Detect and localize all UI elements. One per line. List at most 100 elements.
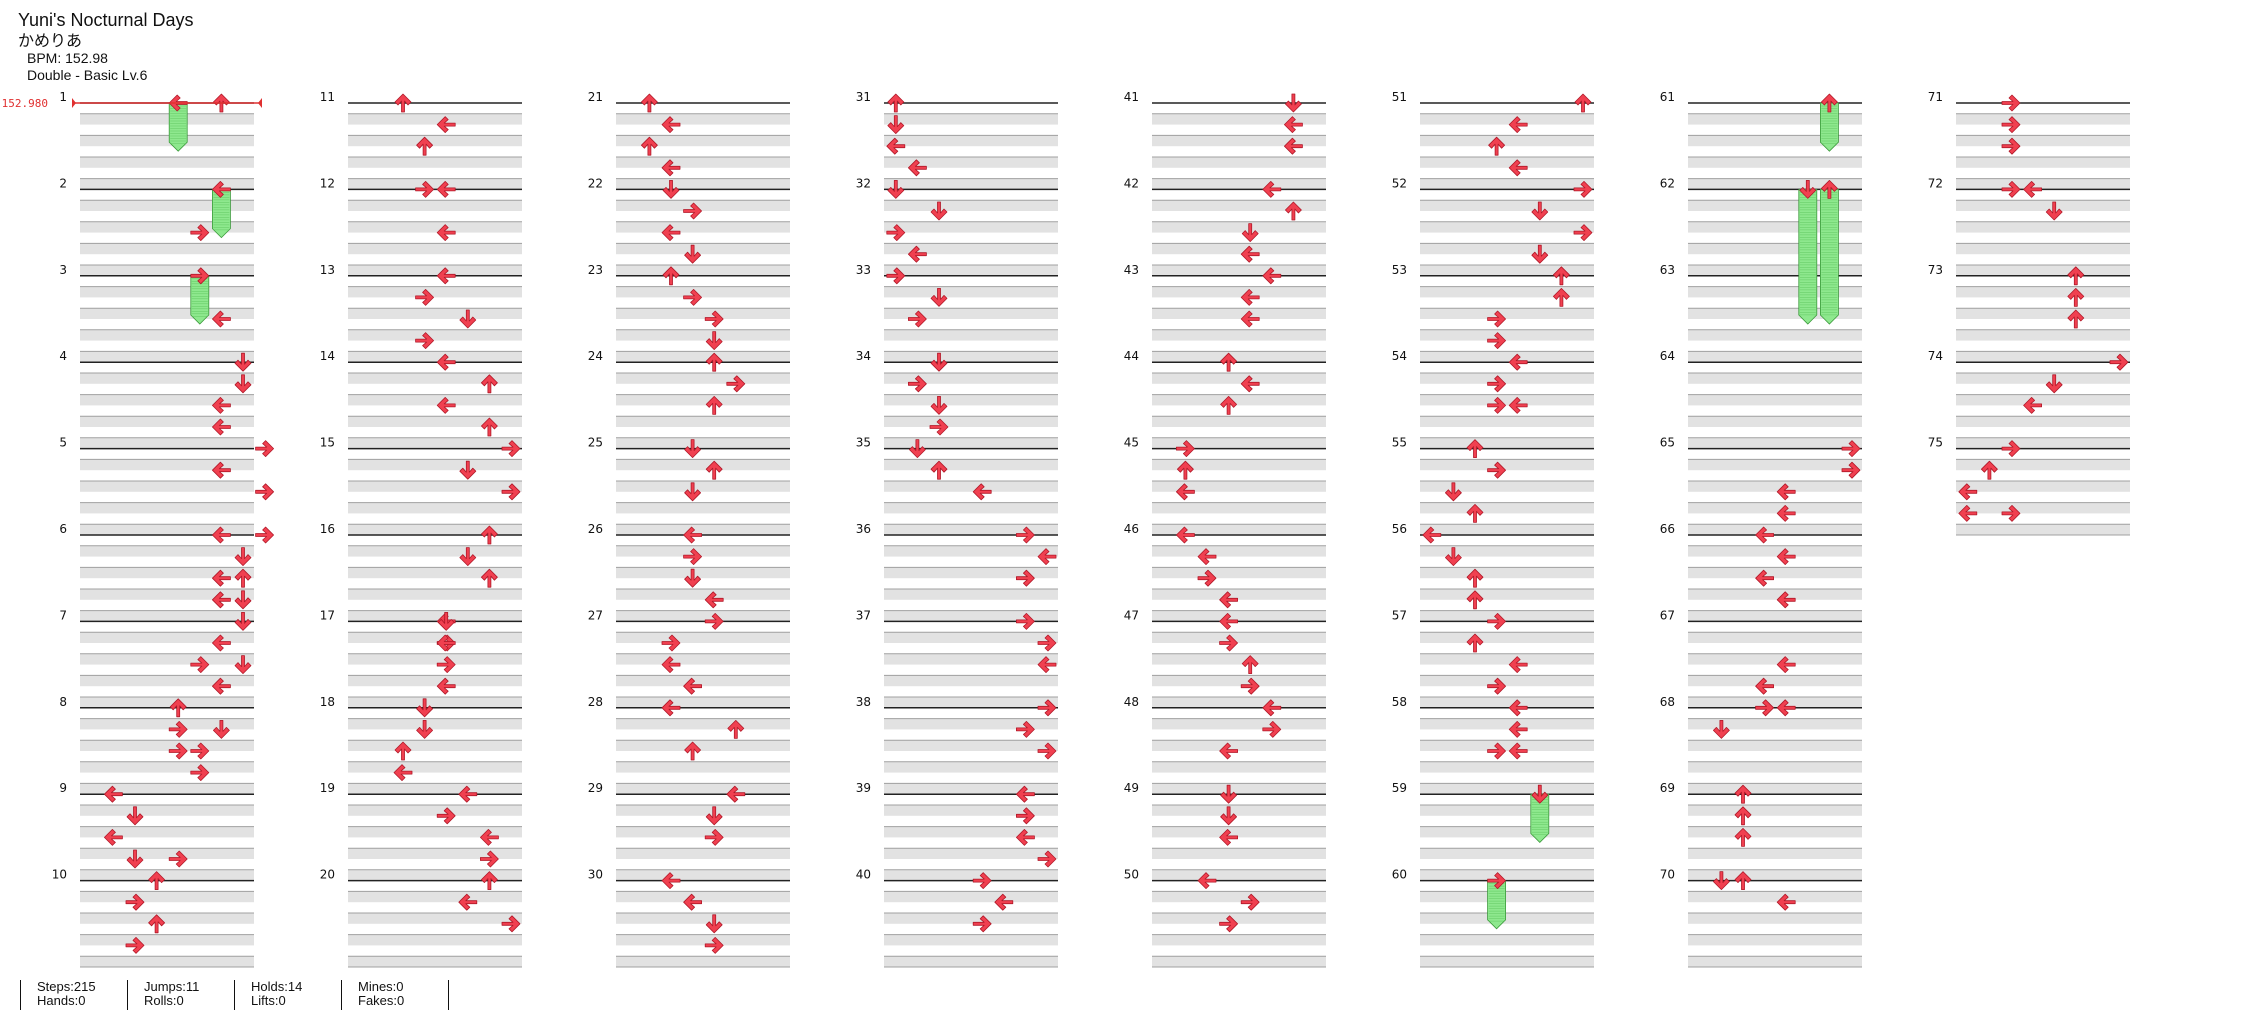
beat-band xyxy=(80,437,254,449)
beat-band xyxy=(348,589,522,600)
beat-band xyxy=(1688,783,1862,795)
arrow-l-icon xyxy=(661,159,681,177)
beat-band xyxy=(1420,481,1594,492)
lifts-count: Lifts:0 xyxy=(251,993,286,1008)
arrow-d-icon xyxy=(234,352,252,372)
arrow-u-icon xyxy=(1220,352,1237,372)
beat-band xyxy=(884,891,1058,903)
arrow-u-icon xyxy=(1734,784,1752,804)
beat-band xyxy=(884,761,1058,773)
beat-band xyxy=(1152,675,1326,687)
arrow-r-icon xyxy=(255,440,275,458)
measure-number: 41 xyxy=(1124,90,1139,104)
arrow-r-icon xyxy=(886,224,906,242)
beat-band xyxy=(616,956,790,967)
arrow-d-icon xyxy=(126,806,144,826)
beat-band xyxy=(884,697,1058,708)
arrow-r-icon xyxy=(2109,353,2129,371)
beat-band xyxy=(884,524,1058,535)
arrow-d-icon xyxy=(437,612,455,631)
beat-band xyxy=(1152,329,1326,341)
beat-band xyxy=(616,567,790,579)
beat-band xyxy=(1688,437,1862,449)
beat-band xyxy=(80,567,254,579)
arrow-l-icon xyxy=(1755,569,1774,587)
stats-bar: Steps:215 Hands:0 Jumps:11 Rolls:0 Holds… xyxy=(20,980,449,1010)
arrow-l-icon xyxy=(104,785,123,803)
arrow-r-icon xyxy=(1573,224,1593,242)
arrow-l-icon xyxy=(436,677,456,695)
beat-band xyxy=(1152,848,1326,859)
measure-number: 75 xyxy=(1928,436,1943,450)
arrow-d-icon xyxy=(1445,547,1462,566)
arrow-d-icon xyxy=(459,547,477,566)
arrow-r-icon xyxy=(415,180,435,198)
arrow-r-icon xyxy=(190,764,210,781)
measure-number: 39 xyxy=(856,781,871,795)
beat-band xyxy=(348,653,522,665)
beat-band xyxy=(1420,416,1594,427)
arrow-r-icon xyxy=(1219,634,1238,652)
measure-number: 57 xyxy=(1392,608,1407,622)
arrow-r-icon xyxy=(1176,440,1195,458)
measure-number: 22 xyxy=(588,176,603,190)
measure-number: 51 xyxy=(1392,90,1407,104)
measure-number: 55 xyxy=(1392,436,1407,450)
beat-band xyxy=(1152,459,1326,471)
measure-number: 12 xyxy=(320,176,335,190)
beat-band xyxy=(80,589,254,600)
beat-band xyxy=(1688,481,1862,492)
beat-band xyxy=(1956,221,2130,233)
measure-number: 43 xyxy=(1124,263,1139,277)
beat-band xyxy=(348,437,522,449)
beat-band xyxy=(884,351,1058,363)
arrow-d-icon xyxy=(705,806,723,826)
arrow-u-icon xyxy=(1734,806,1752,826)
measure-number: 52 xyxy=(1392,176,1407,190)
measure-number: 35 xyxy=(856,436,871,450)
arrow-r-icon xyxy=(1573,180,1593,198)
arrow-d-icon xyxy=(930,352,948,372)
beat-band xyxy=(616,286,790,298)
arrow-l-icon xyxy=(908,159,927,177)
beat-band xyxy=(884,545,1058,557)
beat-band xyxy=(1688,610,1862,622)
arrow-r-icon xyxy=(683,548,702,565)
beat-band xyxy=(1688,891,1862,903)
beat-band xyxy=(80,848,254,859)
arrow-u-icon xyxy=(705,395,723,415)
hold-note xyxy=(168,102,188,152)
beat-band xyxy=(1152,869,1326,881)
beat-band xyxy=(348,502,522,514)
beat-band xyxy=(348,934,522,946)
beat-band xyxy=(80,783,254,795)
beat-band xyxy=(1420,113,1594,125)
beat-band xyxy=(884,157,1058,168)
beat-band xyxy=(348,761,522,773)
beat-band xyxy=(348,308,522,319)
arrow-l-icon xyxy=(1262,699,1282,717)
beat-band xyxy=(348,632,522,643)
arrow-l-icon xyxy=(1776,591,1796,609)
beat-band xyxy=(1688,200,1862,211)
beat-band xyxy=(1152,545,1326,557)
hold-note xyxy=(1820,102,1839,152)
arrow-u-icon xyxy=(1488,136,1505,156)
arrow-r-icon xyxy=(125,937,145,954)
beat-band xyxy=(80,675,254,687)
arrow-d-icon xyxy=(930,395,948,415)
arrow-l-icon xyxy=(1197,548,1217,565)
arrow-r-icon xyxy=(1016,721,1035,738)
beat-band xyxy=(1152,135,1326,147)
arrow-l-icon xyxy=(908,245,927,263)
arrow-d-icon xyxy=(887,179,905,199)
arrow-r-icon xyxy=(704,829,724,846)
hold-note xyxy=(212,189,231,239)
beat-band xyxy=(80,221,254,233)
arrow-r-icon xyxy=(726,375,746,393)
arrow-l-icon xyxy=(1240,245,1260,263)
beat-band xyxy=(884,265,1058,276)
beat-band xyxy=(616,459,790,471)
measure-number: 54 xyxy=(1392,349,1407,363)
arrow-r-icon xyxy=(1262,721,1282,738)
